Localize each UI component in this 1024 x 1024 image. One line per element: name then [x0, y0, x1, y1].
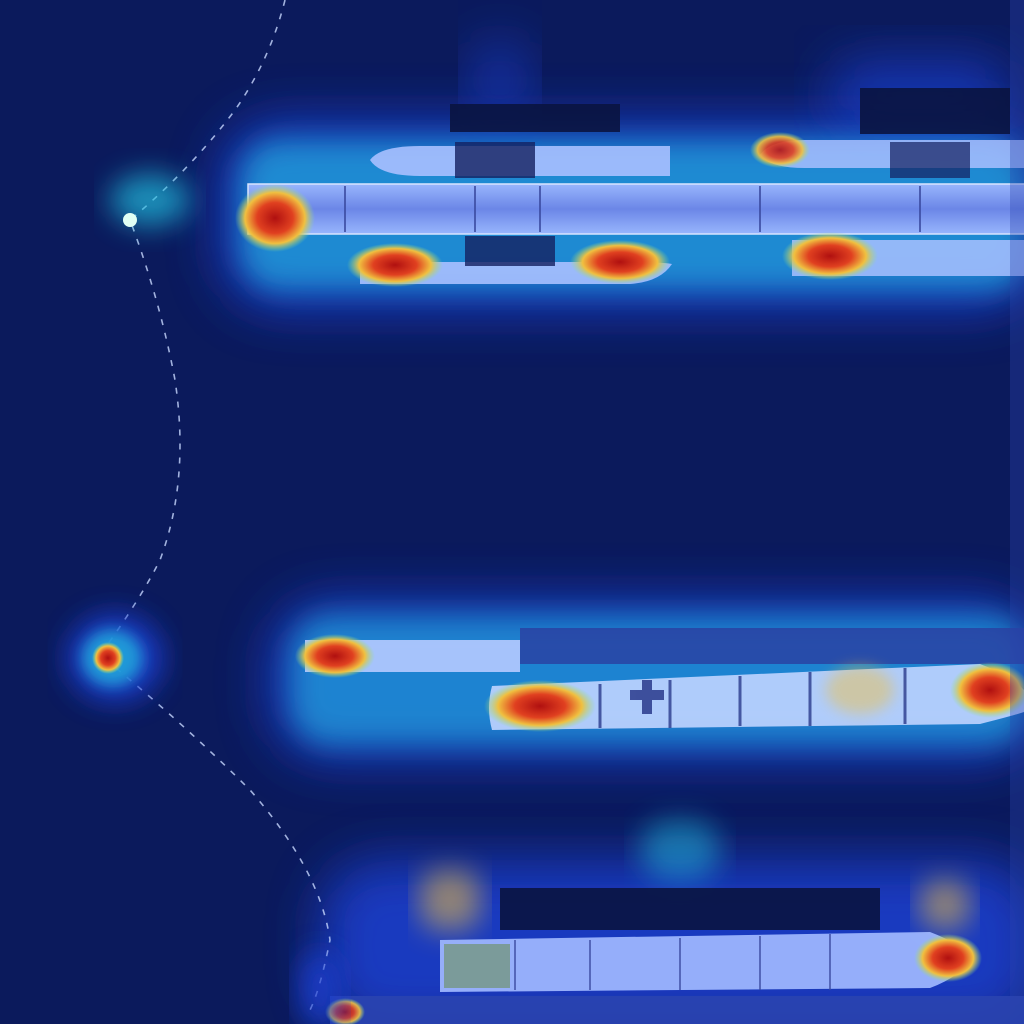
- boom-line: [67, 0, 342, 1024]
- bottom-pier-group: [320, 820, 1024, 1024]
- top-pier-group: [220, 40, 1024, 310]
- pier: [330, 996, 1024, 1024]
- middle-pier-group: [270, 600, 1024, 760]
- ship: [440, 932, 970, 992]
- pier: [248, 184, 1024, 234]
